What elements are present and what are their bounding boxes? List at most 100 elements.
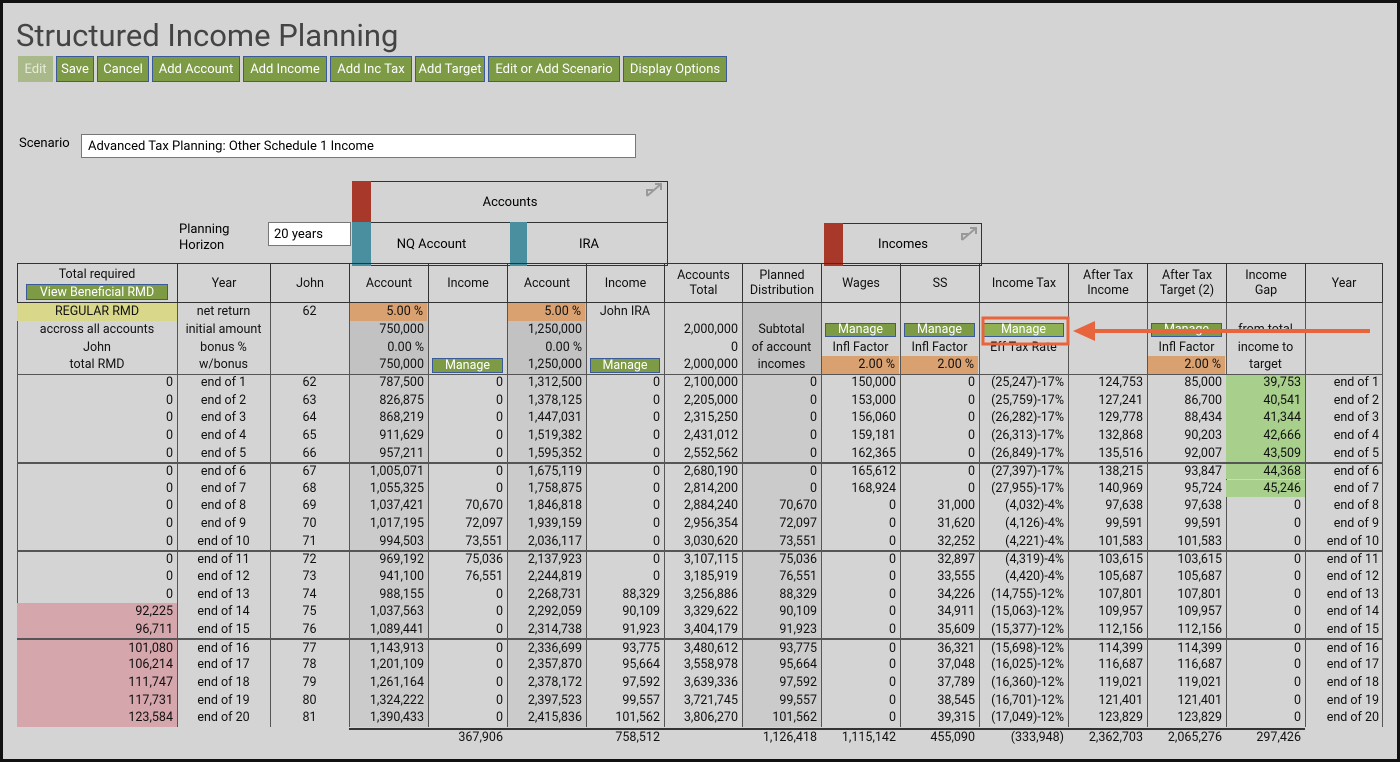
data-cell: 0 [165, 569, 173, 585]
data-cell: 101,562 [615, 710, 660, 726]
column-header: Income Gap [1226, 263, 1305, 303]
manage-button[interactable]: Manage [432, 358, 503, 373]
manage-button[interactable]: Manage [904, 322, 975, 337]
toolbar-button[interactable]: Add Account [152, 56, 240, 82]
toolbar-button[interactable]: Add Target [415, 56, 485, 82]
toolbar-button[interactable]: Edit or Add Scenario [488, 56, 620, 82]
toolbar-button[interactable]: Save [56, 56, 94, 82]
toolbar-button[interactable]: Display Options [623, 56, 727, 82]
data-cell: 88,434 [1184, 410, 1222, 426]
toolbar-button[interactable]: Add Income [243, 56, 327, 82]
data-cell: end of 6 [1305, 461, 1383, 480]
data-cell: 2,884,240 [683, 498, 738, 514]
column-header: Accounts Total [664, 263, 742, 303]
horizon-select[interactable]: 20 years [268, 222, 351, 246]
data-cell: 123,829 [1177, 710, 1222, 726]
data-cell: 159,181 [851, 427, 896, 443]
data-cell: 0 [742, 373, 821, 392]
setup-cell[interactable]: 5.00 % [350, 303, 427, 321]
data-cell: 66 [302, 445, 317, 461]
data-cell: 40,541 [1226, 391, 1305, 409]
data-cell: 1,055,325 [369, 480, 424, 496]
data-cell: 97,592 [622, 674, 660, 690]
data-cell: 0 [1293, 657, 1301, 673]
data-cell: (16,360)-12% [991, 674, 1064, 690]
setup-cell[interactable]: 2.00 % [901, 355, 978, 374]
data-cell: 1,037,421 [369, 498, 424, 514]
data-cell: end of 19 [197, 692, 250, 708]
data-cell: end of 10 [1326, 533, 1379, 549]
data-cell: 3,107,115 [664, 550, 742, 568]
data-cell: 91,923 [622, 622, 660, 637]
manage-button[interactable]: Manage [983, 322, 1064, 337]
data-cell: 78 [302, 657, 317, 673]
data-cell: 103,615 [1147, 550, 1226, 568]
data-cell: 32,252 [937, 533, 975, 549]
data-cell: 1,037,563 [369, 604, 424, 620]
view-rmd-button[interactable]: View Beneficial RMD [26, 284, 168, 300]
setup-cell[interactable]: 2.00 % [1148, 355, 1225, 374]
data-cell: 0 [652, 392, 660, 408]
setup-cell: w/bonus [199, 357, 248, 373]
data-cell: 0 [742, 461, 821, 480]
setup-cell: Subtotal [758, 321, 805, 337]
data-cell: end of 20 [1326, 710, 1379, 726]
data-cell: 0 [967, 445, 975, 461]
manage-button[interactable]: Manage [825, 322, 896, 337]
column-header: After Tax Income [1068, 263, 1147, 303]
data-cell: 2,036,117 [527, 533, 582, 549]
setup-cell: net return [196, 304, 251, 320]
data-cell: 0 [1293, 569, 1301, 585]
data-cell: 129,778 [1098, 410, 1143, 426]
data-cell: 0 [967, 427, 975, 443]
data-cell: 0 [586, 461, 664, 480]
data-cell: (4,126)-4% [1005, 516, 1064, 532]
data-cell: 1,519,382 [527, 427, 582, 443]
data-cell: 2,205,000 [683, 392, 738, 408]
data-cell: 127,241 [1098, 392, 1143, 408]
data-cell: (14,755)-12% [991, 586, 1064, 602]
data-cell: 0 [165, 392, 173, 408]
toolbar-button[interactable]: Cancel [97, 56, 149, 82]
data-cell: 3,558,978 [683, 657, 738, 673]
data-cell: end of 10 [197, 533, 250, 549]
setup-cell[interactable]: 5.00 % [508, 303, 585, 321]
data-cell: (15,063)-12% [991, 604, 1064, 620]
data-cell: 0 [428, 373, 507, 392]
column-header: Year [177, 263, 270, 303]
data-cell: 132,868 [1098, 427, 1143, 443]
data-cell: 2,268,731 [527, 586, 582, 602]
setup-cell: 0 [730, 339, 738, 355]
data-cell: 2,357,870 [527, 657, 582, 673]
column-band [177, 303, 270, 374]
data-cell: end of 16 [177, 638, 270, 656]
data-cell: 3,030,620 [683, 533, 738, 549]
data-cell: 2,336,699 [507, 638, 586, 656]
data-cell: 2,397,523 [527, 692, 582, 708]
data-cell: end of 7 [1333, 480, 1379, 496]
data-cell: 0 [495, 445, 503, 461]
manage-button[interactable]: Manage [1151, 322, 1222, 337]
data-cell: 3,404,179 [683, 622, 738, 637]
toolbar-button[interactable]: Add Inc Tax [330, 56, 412, 82]
toolbar-button[interactable]: Edit [18, 56, 53, 82]
data-cell: 73 [302, 569, 317, 585]
data-cell: 70,670 [779, 498, 817, 514]
data-cell: 75 [302, 604, 317, 620]
data-cell: 3,480,612 [664, 638, 742, 656]
data-cell: 0 [888, 674, 896, 690]
data-cell: 2,315,250 [683, 410, 738, 426]
data-cell: 95,664 [779, 657, 817, 673]
setup-cell: target [1249, 357, 1282, 373]
data-cell: (25,247)-17% [979, 373, 1068, 392]
setup-cell[interactable]: 2.00 % [822, 355, 899, 374]
data-cell: 2,814,200 [683, 480, 738, 496]
collapse-icon [646, 183, 662, 197]
column-header: Wages [821, 263, 900, 303]
scenario-select[interactable]: Advanced Tax Planning: Other Schedule 1 … [81, 134, 636, 158]
data-cell: 95,724 [1184, 480, 1222, 496]
data-cell: 107,801 [1177, 586, 1222, 602]
manage-button[interactable]: Manage [590, 358, 660, 373]
data-cell: 119,021 [1177, 674, 1222, 690]
data-cell: 121,401 [1098, 692, 1143, 708]
